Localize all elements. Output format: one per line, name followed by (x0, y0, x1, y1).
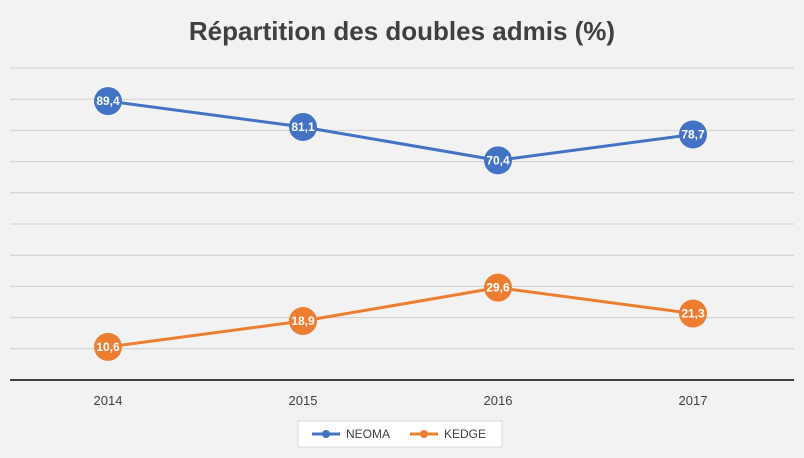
x-tick-label: 2014 (94, 393, 123, 408)
series-line-kedge (107, 286, 694, 349)
data-point-kedge (484, 273, 512, 302)
x-axis-ticks: 2014 2015 2016 2017 (94, 393, 708, 408)
data-label-kedge: 10,6 (96, 340, 120, 354)
legend-marker (322, 430, 330, 438)
legend-entry-neoma: NEOMA (312, 427, 390, 441)
data-point-kedge (289, 307, 317, 336)
data-point-neoma (679, 120, 707, 149)
x-tick-label: 2017 (679, 393, 708, 408)
data-label-neoma: 70,4 (486, 153, 510, 167)
legend-label: KEDGE (444, 427, 486, 441)
data-label-neoma: 89,4 (96, 94, 120, 108)
legend-entry-kedge: KEDGE (410, 427, 486, 441)
x-tick-label: 2015 (289, 393, 318, 408)
data-label-neoma: 78,7 (681, 127, 705, 141)
data-point-neoma (289, 112, 317, 141)
legend: NEOMA KEDGE (297, 420, 503, 448)
data-point-neoma (94, 87, 122, 116)
data-label-kedge: 18,9 (291, 314, 315, 328)
chart-title: Répartition des doubles admis (%) (189, 16, 615, 46)
data-label-neoma: 81,1 (291, 120, 315, 134)
x-tick-label: 2016 (484, 393, 513, 408)
data-point-kedge (94, 332, 122, 361)
series-line-neoma (107, 99, 694, 162)
legend-label: NEOMA (346, 427, 390, 441)
data-point-neoma (484, 146, 512, 175)
data-label-kedge: 21,3 (681, 307, 705, 321)
gridlines (10, 67, 794, 350)
data-point-kedge (679, 299, 707, 328)
legend-marker (420, 430, 428, 438)
data-label-kedge: 29,6 (486, 281, 510, 295)
series-layer: 89,4 81,1 70,4 78,7 10,6 18,9 29,6 21,3 (94, 87, 707, 361)
